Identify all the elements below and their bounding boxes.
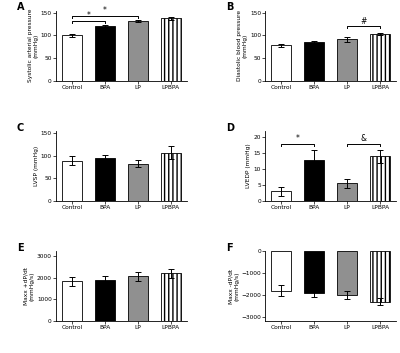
Text: #: # xyxy=(360,17,367,26)
Text: *: * xyxy=(86,11,90,20)
Text: *: * xyxy=(296,134,300,143)
Bar xyxy=(304,251,324,293)
Bar xyxy=(271,45,291,80)
Bar xyxy=(62,161,82,201)
Bar xyxy=(95,26,115,80)
Bar xyxy=(62,35,82,80)
Text: *: * xyxy=(103,6,107,16)
Bar xyxy=(161,18,181,80)
Text: &: & xyxy=(361,134,367,143)
Bar xyxy=(128,21,148,80)
Bar xyxy=(128,164,148,201)
Text: A: A xyxy=(17,2,24,12)
Text: D: D xyxy=(226,122,234,132)
Bar xyxy=(62,281,82,321)
Text: E: E xyxy=(17,243,23,253)
Bar xyxy=(304,160,324,201)
Bar xyxy=(337,251,357,295)
Text: F: F xyxy=(226,243,233,253)
Y-axis label: Systolic arterial pressure
(mmHg): Systolic arterial pressure (mmHg) xyxy=(28,9,39,82)
Bar xyxy=(370,34,390,80)
Bar xyxy=(271,251,291,291)
Bar xyxy=(337,40,357,80)
Bar xyxy=(337,184,357,201)
Y-axis label: Maxx +dP/dt
(mmHg/s): Maxx +dP/dt (mmHg/s) xyxy=(24,267,35,305)
Bar xyxy=(128,276,148,321)
Y-axis label: LVEDP (mmHg): LVEDP (mmHg) xyxy=(246,144,252,188)
Bar xyxy=(370,251,390,301)
Text: B: B xyxy=(226,2,233,12)
Bar xyxy=(161,152,181,201)
Bar xyxy=(161,273,181,321)
Y-axis label: Diastolic blood pressure
(mmHg): Diastolic blood pressure (mmHg) xyxy=(237,10,248,81)
Text: C: C xyxy=(17,122,24,132)
Bar xyxy=(304,42,324,80)
Bar xyxy=(370,156,390,201)
Bar xyxy=(95,280,115,321)
Y-axis label: Maxx -dP/dt
(mmHg/s): Maxx -dP/dt (mmHg/s) xyxy=(228,269,239,304)
Bar xyxy=(95,158,115,201)
Bar xyxy=(271,191,291,201)
Y-axis label: LVSP (mmHg): LVSP (mmHg) xyxy=(34,146,39,186)
